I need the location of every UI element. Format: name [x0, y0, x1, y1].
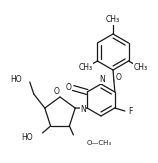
Text: CH₃: CH₃ — [106, 15, 120, 24]
Text: F: F — [129, 106, 133, 116]
Text: CH₃: CH₃ — [78, 64, 92, 73]
Text: O: O — [65, 83, 71, 92]
Text: N: N — [99, 74, 105, 83]
Text: O—CH₃: O—CH₃ — [86, 140, 112, 146]
Text: N: N — [80, 105, 86, 114]
Text: O: O — [54, 87, 60, 96]
Text: CH₃: CH₃ — [134, 64, 148, 73]
Text: HO: HO — [21, 133, 33, 142]
Text: O: O — [116, 74, 122, 82]
Text: HO: HO — [10, 74, 22, 84]
